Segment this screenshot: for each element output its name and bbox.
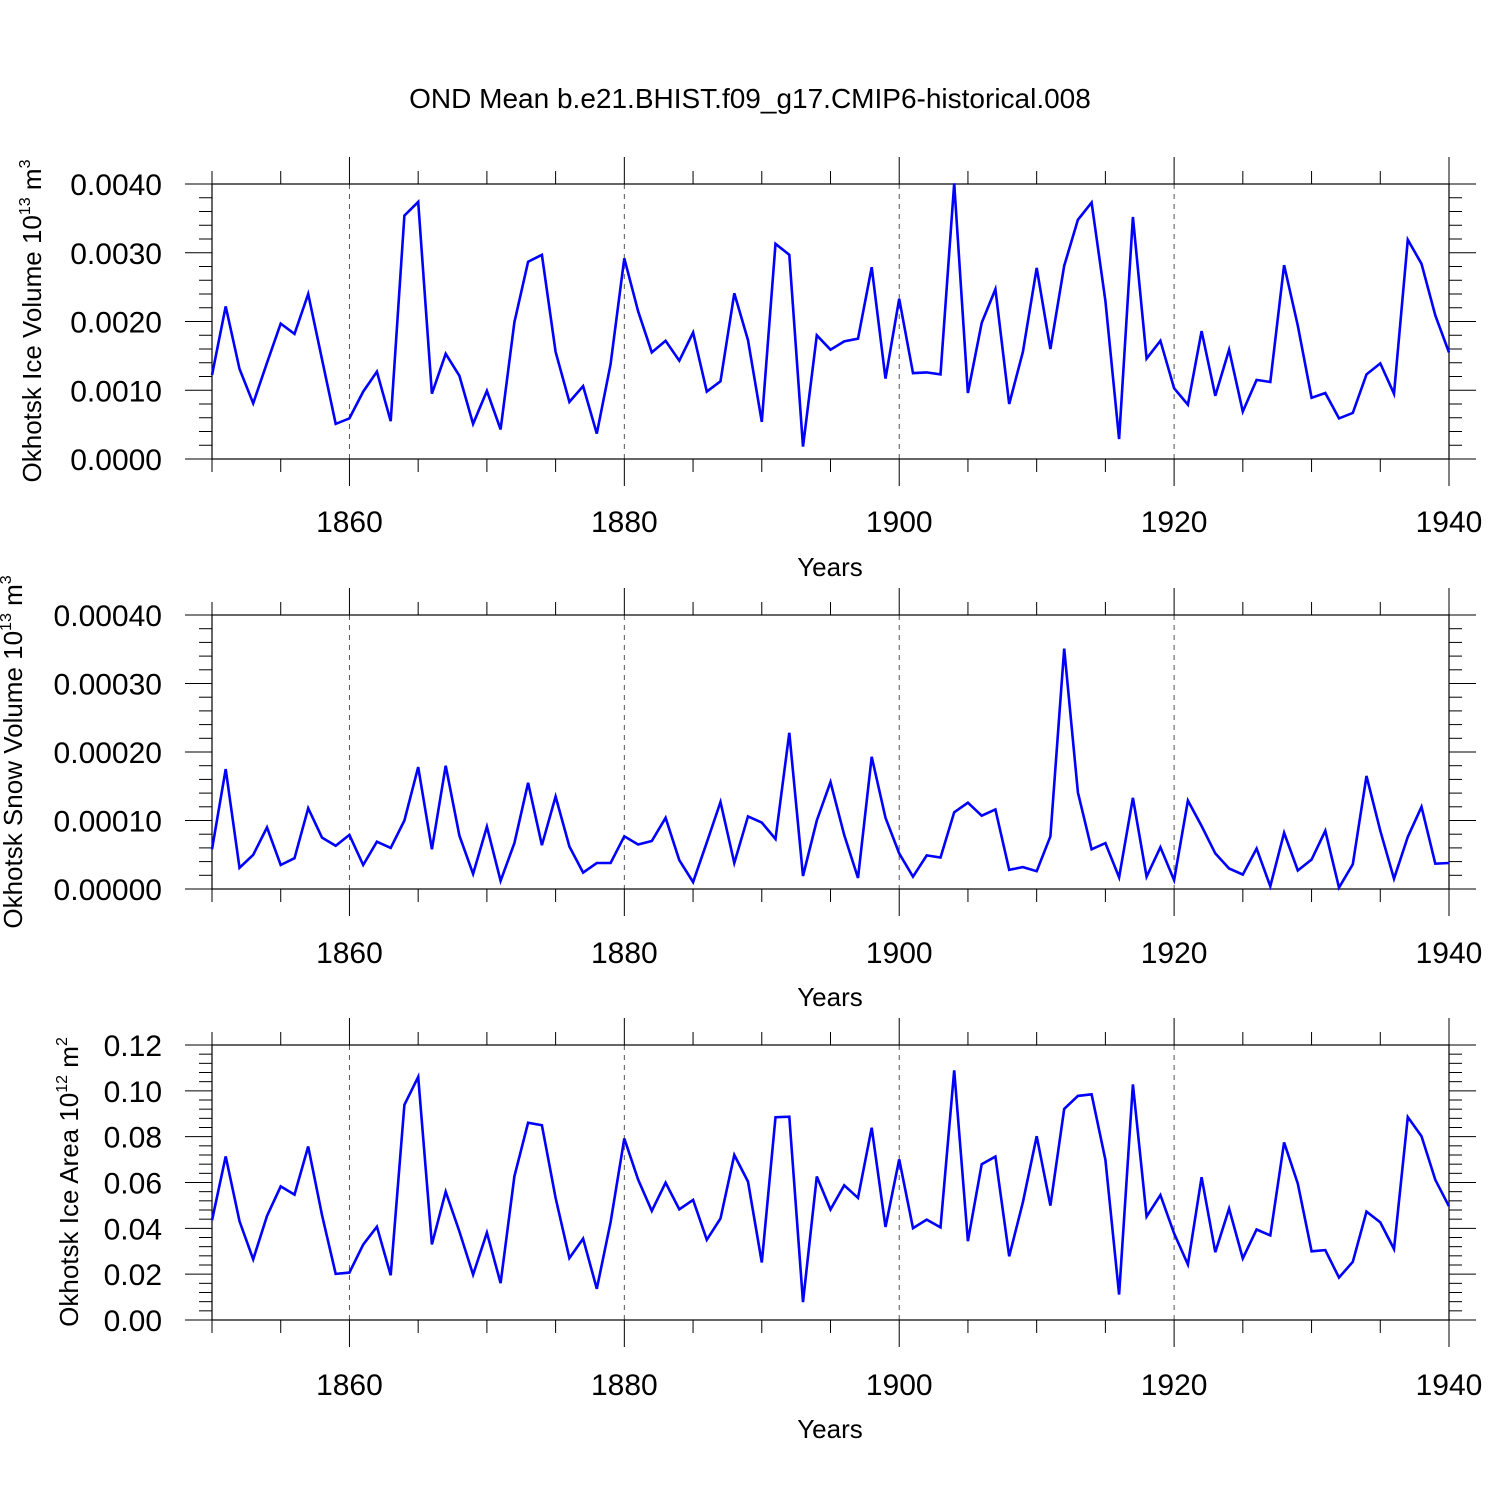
y-tick-label: 0.0030 [70, 238, 162, 271]
plot-frame [211, 614, 1450, 890]
x-tick-label: 1900 [866, 506, 933, 539]
x-tick-label: 1940 [1416, 937, 1483, 970]
chart-title: OND Mean b.e21.BHIST.f09_g17.CMIP6-histo… [409, 83, 1091, 114]
y-tick-label: 0.00040 [54, 600, 162, 633]
y-axis-label: Okhotsk Ice Volume 1013 m3 [17, 159, 47, 482]
y-axis-label: Okhotsk Ice Area 1012 m2 [54, 1037, 84, 1327]
x-tick-label: 1920 [1141, 937, 1208, 970]
x-tick-label: 1900 [866, 937, 933, 970]
y-tick-label: 0.0040 [70, 169, 162, 202]
y-tick-label: 0.00 [104, 1305, 162, 1338]
y-tick-label: 0.06 [104, 1168, 162, 1201]
x-axis-label: Years [797, 552, 863, 582]
x-axis-label: Years [797, 1414, 863, 1444]
series-line-ice-area [210, 1070, 1451, 1303]
x-tick-label: 1880 [591, 937, 658, 970]
x-axis-label: Years [797, 982, 863, 1012]
chart-panel-snow-volume: 0.00000 0.00010 0.00020 0.00030 0.00040 1860 1… [0, 575, 1482, 1012]
x-tick-label: 1940 [1416, 506, 1483, 539]
series-line-snow-volume [210, 648, 1450, 892]
y-tick-label: 0.02 [104, 1259, 162, 1292]
y-tick-label: 0.10 [104, 1076, 162, 1109]
x-tick-label: 1900 [866, 1369, 933, 1402]
y-tick-label: 0.00030 [54, 669, 162, 702]
chart-panel-ice-volume: 0.0000 0.0010 0.0020 0.0030 0.0040 1860 1880 19… [17, 157, 1482, 582]
y-tick-label: 0.08 [104, 1122, 162, 1155]
x-tick-label: 1880 [591, 506, 658, 539]
chart-panel-ice-area: 0.00 0.02 0.04 0.06 0.08 0.10 0.12 1860 1880 1900… [54, 1018, 1482, 1444]
x-tick-label: 1860 [316, 1369, 383, 1402]
y-tick-label: 0.00000 [54, 874, 162, 907]
y-tick-label: 0.0000 [70, 444, 162, 477]
y-tick-label: 0.0020 [70, 307, 162, 340]
y-axis-label: Okhotsk Snow Volume 1013 m3 [0, 575, 28, 928]
y-tick-label: 0.12 [104, 1030, 162, 1063]
x-tick-label: 1940 [1416, 1369, 1483, 1402]
y-tick-label: 0.00010 [54, 806, 162, 839]
x-tick-label: 1860 [316, 506, 383, 539]
x-tick-label: 1920 [1141, 1369, 1208, 1402]
x-tick-label: 1920 [1141, 506, 1208, 539]
x-tick-label: 1860 [316, 937, 383, 970]
y-tick-label: 0.04 [104, 1213, 162, 1246]
y-tick-label: 0.0010 [70, 375, 162, 408]
y-tick-label: 0.00020 [54, 737, 162, 770]
series-line-ice-volume [210, 183, 1451, 447]
x-tick-label: 1880 [591, 1369, 658, 1402]
